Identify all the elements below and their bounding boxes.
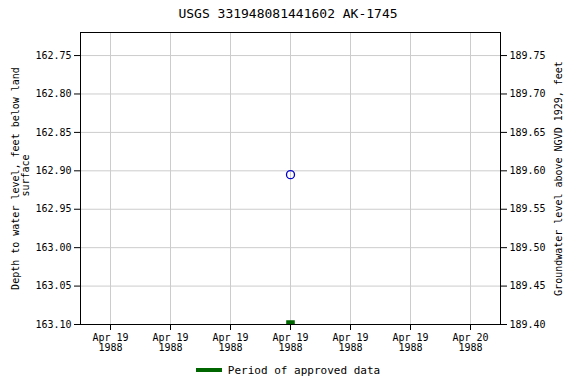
svg-text:189.60: 189.60 [510,165,546,176]
svg-text:189.40: 189.40 [510,319,546,330]
svg-text:Apr 191988: Apr 191988 [332,332,368,353]
svg-text:Apr 191988: Apr 191988 [272,332,308,353]
html-text:USGS 331948081441602 AK-1745: USGS 331948081441602 AK-1745 [178,6,398,21]
svg-text:162.80: 162.80 [35,88,71,99]
svg-text:Apr 191988: Apr 191988 [212,332,248,353]
html-text:Period of approved data: Period of approved data [227,363,381,377]
svg-text:163.00: 163.00 [35,242,71,253]
svg-text:162.95: 162.95 [35,203,71,214]
svg-text:163.10: 163.10 [35,319,71,330]
svg-text:162.90: 162.90 [35,165,71,176]
svg-text:Groundwater level above NGVD 1: Groundwater level above NGVD 1929, feet [553,61,564,296]
svg-text:189.75: 189.75 [510,50,546,61]
svg-text:189.45: 189.45 [510,280,546,291]
svg-text:163.05: 163.05 [35,280,71,291]
svg-text:189.70: 189.70 [510,88,546,99]
svg-text:Apr 191988: Apr 191988 [392,332,428,353]
svg-text:162.85: 162.85 [35,127,71,138]
svg-text:189.55: 189.55 [510,203,546,214]
svg-text:162.75: 162.75 [35,50,71,61]
svg-text:Apr 191988: Apr 191988 [92,332,128,353]
svg-text:Depth to water level, feet bel: Depth to water level, feet below land su… [10,67,31,290]
svg-text:189.50: 189.50 [510,242,546,253]
svg-text:Apr 201988: Apr 201988 [452,332,488,353]
svg-text:Apr 191988: Apr 191988 [152,332,188,353]
svg-text:189.65: 189.65 [510,127,546,138]
